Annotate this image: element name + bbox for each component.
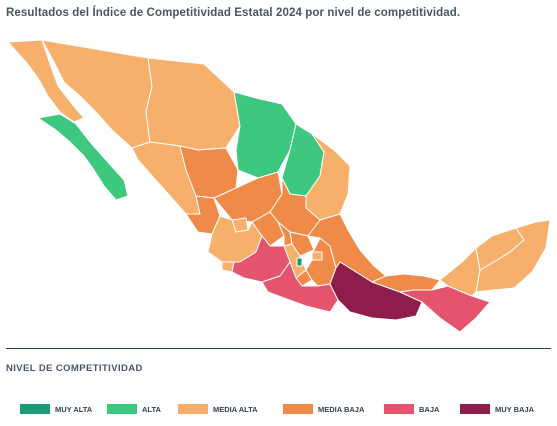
section-divider [6, 348, 551, 349]
legend-swatch-alta [107, 404, 137, 414]
legend-label-media-baja: MEDIA BAJA [318, 404, 365, 414]
state-nayarit[interactable] [185, 195, 221, 235]
legend-label-alta: ALTA [142, 404, 161, 414]
legend-item-muy-alta: MUY ALTA [20, 404, 92, 414]
legend-label-muy-baja: MUY BAJA [495, 404, 535, 414]
legend-label-muy-alta: MUY ALTA [55, 404, 93, 414]
state-tlaxcala[interactable] [311, 251, 323, 261]
legend-swatch-baja [384, 404, 414, 414]
legend-swatch-media-baja [283, 404, 313, 414]
legend-item-alta: ALTA [107, 404, 161, 414]
state-cdmx[interactable] [296, 257, 303, 267]
state-quintana-roo[interactable] [475, 219, 551, 293]
legend-swatch-muy-alta [20, 404, 50, 414]
state-chihuahua[interactable] [145, 57, 241, 151]
legend-item-muy-baja: MUY BAJA [460, 404, 534, 414]
legend-item-baja: BAJA [384, 404, 439, 414]
legend-swatch-media-alta [178, 404, 208, 414]
figure-title: Resultados del Índice de Competitividad … [6, 7, 461, 19]
state-baja-california[interactable] [7, 39, 85, 123]
mexico-states-map [7, 39, 551, 333]
state-baja-california-sur[interactable] [37, 113, 129, 201]
legend-label-media-alta: MEDIA ALTA [213, 404, 258, 414]
state-chiapas[interactable] [399, 285, 491, 333]
legend-item-media-alta: MEDIA ALTA [178, 404, 258, 414]
legend-swatch-muy-baja [460, 404, 490, 414]
legend-label-baja: BAJA [419, 404, 440, 414]
legend-title: NIVEL DE COMPETITIVIDAD [6, 363, 143, 374]
legend-item-media-baja: MEDIA BAJA [283, 404, 364, 414]
